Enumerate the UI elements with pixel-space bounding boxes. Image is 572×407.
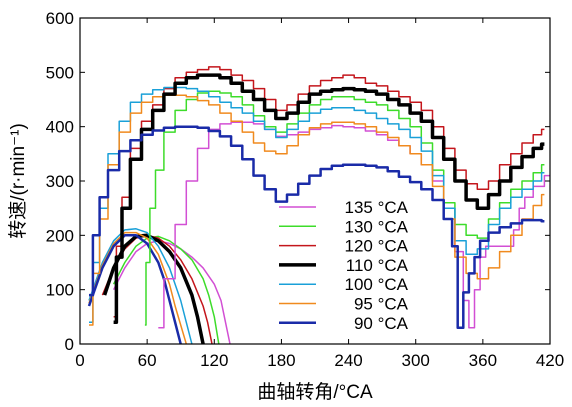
legend-entry: 120 °CA — [344, 237, 408, 256]
y-tick-label: 200 — [46, 226, 74, 245]
x-tick-label: 60 — [138, 351, 157, 370]
plot-frame — [79, 17, 551, 345]
y-axis-label: 转速/(r·min⁻¹) — [7, 123, 29, 239]
series-line — [113, 73, 545, 325]
y-tick-label: 400 — [46, 118, 74, 137]
x-tick-label: 420 — [536, 351, 564, 370]
legend-entry: 135 °CA — [344, 198, 408, 217]
y-tick-label: 0 — [65, 335, 74, 354]
y-tick-label: 500 — [46, 63, 74, 82]
series-lines — [87, 66, 550, 344]
axes — [79, 17, 551, 345]
x-tick-labels: 0 60 120 180 240 300 360 420 — [75, 351, 564, 370]
series-line — [144, 90, 545, 326]
legend-entry: 90 °CA — [354, 314, 409, 333]
rundown-curve — [88, 228, 193, 344]
legend-entry: 95 °CA — [354, 295, 409, 314]
y-tick-labels: 0 100 200 300 400 500 600 — [46, 9, 74, 354]
series-line — [89, 86, 545, 324]
series-line — [89, 125, 545, 329]
x-tick-label: 180 — [267, 351, 295, 370]
rundown-curve — [87, 234, 182, 344]
series-line — [158, 121, 550, 329]
x-tick-label: 120 — [200, 351, 228, 370]
x-axis-label: 曲轴转角/°CA — [257, 381, 373, 403]
x-tick-label: 240 — [334, 351, 362, 370]
y-tick-label: 100 — [46, 281, 74, 300]
legend-entry: 110 °CA — [346, 256, 409, 275]
legend-entry: 100 °CA — [344, 275, 408, 294]
y-tick-label: 600 — [46, 9, 74, 28]
series-line — [113, 66, 545, 318]
x-tick-label: 300 — [402, 351, 430, 370]
legend-entry: 130 °CA — [344, 217, 408, 236]
y-tick-label: 300 — [46, 172, 74, 191]
x-tick-label: 360 — [469, 351, 497, 370]
x-tick-label: 0 — [75, 351, 84, 370]
